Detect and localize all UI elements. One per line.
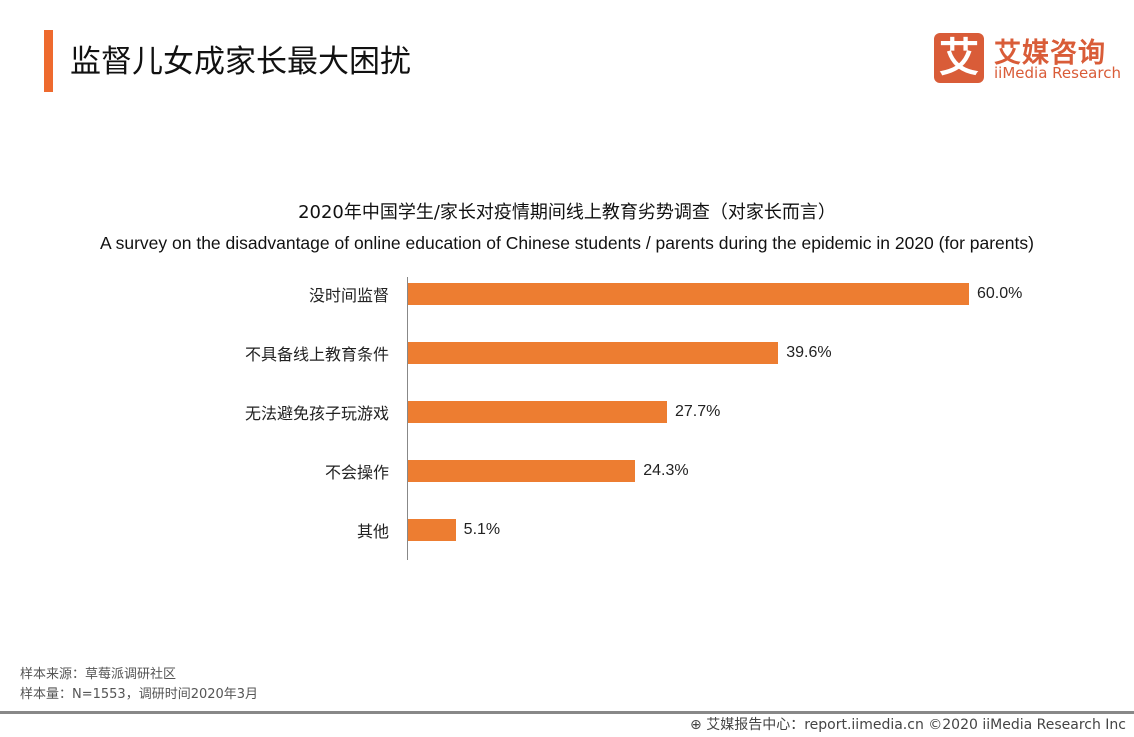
bar	[408, 460, 636, 482]
bar	[408, 342, 779, 364]
sample-note: 样本量：N=1553，调研时间2020年3月	[20, 687, 259, 702]
data-label: 39.6%	[786, 344, 832, 361]
category-label: 不会操作	[324, 463, 389, 482]
logo-en: iiMedia Research	[994, 64, 1121, 82]
page-title: 监督儿女成家长最大困扰	[70, 44, 411, 80]
logo-cn: 艾媒咨询	[994, 38, 1106, 69]
chart-subtitle: A survey on the disadvantage of online e…	[100, 233, 1034, 253]
footer-text: ⊕ 艾媒报告中心：report.iimedia.cn ©2020 iiMedia…	[690, 714, 1126, 734]
footer-divider	[0, 711, 1134, 714]
title-accent-bar	[44, 30, 53, 92]
logo-mark: 艾	[934, 33, 984, 83]
bar	[408, 283, 969, 305]
footer-copy: 艾媒报告中心：report.iimedia.cn ©2020 iiMedia R…	[706, 717, 1126, 733]
data-label: 24.3%	[643, 462, 689, 479]
data-label: 60.0%	[977, 285, 1023, 302]
globe-icon: ⊕	[690, 717, 707, 733]
y-axis-line	[407, 277, 408, 560]
category-label: 其他	[356, 522, 389, 541]
category-label: 不具备线上教育条件	[244, 345, 389, 364]
bar	[408, 401, 667, 423]
source-note: 样本来源：草莓派调研社区	[20, 667, 177, 682]
bar	[408, 519, 456, 541]
data-label: 27.7%	[674, 403, 721, 420]
category-label: 没时间监督	[308, 286, 389, 305]
category-label: 无法避免孩子玩游戏	[244, 404, 389, 423]
chart-title: 2020年中国学生/家长对疫情期间线上教育劣势调查（对家长而言）	[298, 202, 836, 223]
data-label: 5.1%	[463, 521, 501, 538]
